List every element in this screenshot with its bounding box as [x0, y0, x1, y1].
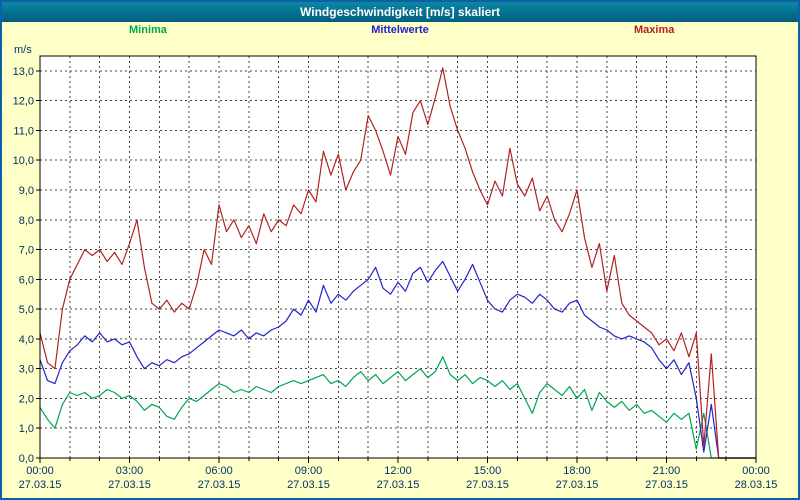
y-tick-label: 10,0 [13, 155, 34, 167]
legend-item-mittelwerte: Mittelwerte [371, 24, 429, 36]
x-tick-time-label: 09:00 [295, 465, 323, 477]
x-tick-time-label: 03:00 [116, 465, 144, 477]
x-tick-date-label: 27.03.15 [377, 479, 420, 491]
y-tick-label: 11,0 [13, 125, 34, 137]
x-tick-date-label: 28.03.15 [735, 479, 778, 491]
y-tick-label: 5,0 [19, 304, 34, 316]
legend-item-minima: Minima [129, 24, 167, 36]
series-line-mittelwerte [39, 260, 756, 459]
x-tick-time-label: 06:00 [205, 465, 233, 477]
x-tick-date-label: 27.03.15 [466, 479, 509, 491]
y-tick-label: 2,0 [19, 393, 34, 405]
series-line-minima [39, 356, 756, 459]
y-tick-label: 6,0 [19, 274, 34, 286]
x-tick-time-label: 21:00 [653, 465, 681, 477]
y-tick-label: 3,0 [19, 364, 34, 376]
x-tick-time-label: 00:00 [26, 465, 54, 477]
y-tick-label: 0,0 [19, 453, 34, 465]
title-bar: Windgeschwindigkeit [m/s] skaliert [2, 2, 798, 22]
y-tick-label: 12,0 [13, 96, 34, 108]
x-tick-time-label: 15:00 [474, 465, 502, 477]
x-tick-date-label: 27.03.15 [19, 479, 62, 491]
x-tick-time-label: 18:00 [563, 465, 591, 477]
series-line-maxima [39, 67, 756, 459]
y-tick-label: 1,0 [19, 423, 34, 435]
y-axis-unit: m/s [14, 44, 32, 56]
legend: Minima Mittelwerte Maxima [2, 22, 798, 40]
wind-speed-chart: 0,0 1,0 2,0 3,0 4,0 5,0 6,0 7,0 8,0 9,0 10,0 11,0 12… [13, 44, 778, 491]
x-tick-time-label: 00:00 [742, 465, 770, 477]
y-tick-label: 9,0 [19, 185, 34, 197]
y-tick-label: 13,0 [13, 66, 34, 78]
x-tick-date-label: 27.03.15 [287, 479, 330, 491]
y-tick-label: 8,0 [19, 215, 34, 227]
legend-item-maxima: Maxima [634, 24, 675, 36]
x-tick-date-label: 27.03.15 [108, 479, 151, 491]
x-tick-date-label: 27.03.15 [556, 479, 599, 491]
x-tick-date-label: 27.03.15 [198, 479, 241, 491]
y-tick-label: 4,0 [19, 334, 34, 346]
x-tick-time-label: 12:00 [384, 465, 412, 477]
chart-title: Windgeschwindigkeit [m/s] skaliert [300, 5, 500, 19]
x-tick-date-label: 27.03.15 [645, 479, 688, 491]
y-tick-label: 7,0 [19, 245, 34, 257]
